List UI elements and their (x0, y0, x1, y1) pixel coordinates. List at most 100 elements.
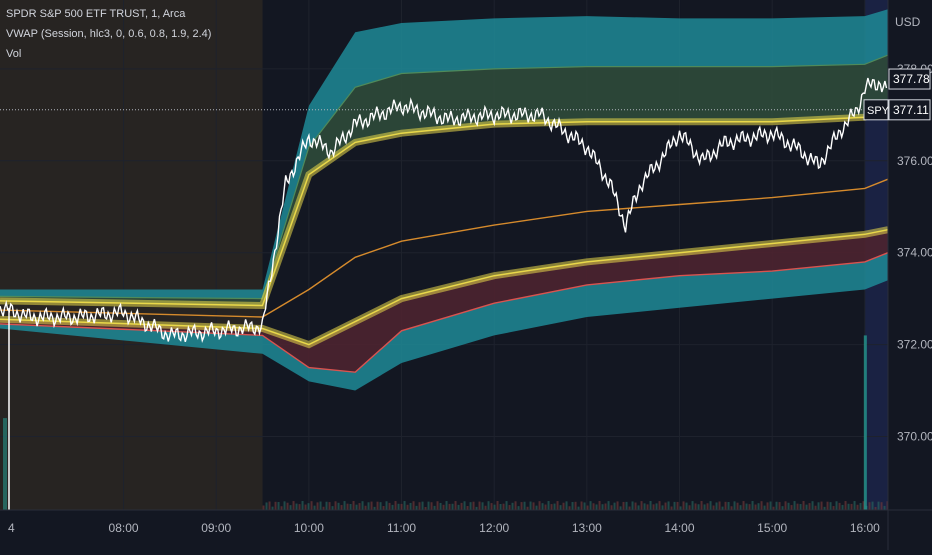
volume-bar (820, 501, 823, 510)
band-minus-1-9-line (0, 252, 889, 373)
volume-bar (445, 501, 448, 510)
volume-bar (268, 501, 271, 510)
lower-zone-fill (0, 229, 888, 373)
volume-bar (541, 503, 544, 510)
volume-bar (637, 505, 640, 510)
volume-bar (502, 503, 505, 510)
volume-bar (295, 503, 298, 510)
volume-bar (475, 506, 478, 510)
volume-bar (862, 501, 865, 510)
volume-bar (469, 502, 472, 510)
vwap-indicator-label[interactable]: VWAP (Session, hlc3, 0, 0.6, 0.8, 1.9, 2… (6, 28, 212, 40)
currency-label: USD (895, 15, 921, 29)
volume-bar (712, 505, 715, 510)
volume-bar (592, 503, 595, 510)
volume-bar (559, 505, 562, 510)
volume-bar (340, 505, 343, 510)
volume-bar (298, 504, 301, 510)
volume-bar (664, 502, 667, 510)
volume-bar (556, 501, 559, 510)
volume-bar (793, 501, 796, 510)
volume-bar (271, 506, 274, 510)
volume-bar (343, 501, 346, 510)
volume-bar (670, 506, 673, 510)
volume-bar (835, 501, 838, 510)
volume-bar (358, 503, 361, 510)
volume-bar (733, 501, 736, 510)
volume-bar (691, 501, 694, 510)
volume-bar (496, 501, 499, 510)
volume-bar (325, 501, 328, 510)
volume-bar (856, 504, 859, 510)
volume-bar (814, 505, 817, 510)
volume-bar (730, 506, 733, 510)
volume-bar (766, 502, 769, 510)
volume-bar (313, 505, 316, 510)
volume-bar (589, 501, 592, 510)
vwap-line (0, 178, 889, 318)
volume-bar (751, 501, 754, 510)
volume-bar (640, 501, 643, 510)
chart-title: SPDR S&P 500 ETF TRUST, 1, Arca (6, 8, 186, 20)
volume-bar (355, 504, 358, 510)
volume-bar (493, 504, 496, 510)
volume-bar (715, 502, 718, 510)
volume-bar (631, 501, 634, 510)
volume-bar (700, 501, 703, 510)
volume-bar (649, 501, 652, 510)
volume-bar (394, 501, 397, 510)
volume-bar (484, 505, 487, 510)
volume-bar (754, 504, 757, 510)
volume-bar (364, 505, 367, 510)
volume-bar (346, 503, 349, 510)
volume-bar (745, 503, 748, 510)
volume-bar (709, 501, 712, 510)
volume-bar (823, 506, 826, 510)
volume-bar (400, 503, 403, 510)
volume-bar (334, 501, 337, 510)
volume-bar (577, 506, 580, 510)
volume-bar (463, 501, 466, 510)
volume-bar (283, 501, 286, 510)
volume-bar (829, 502, 832, 510)
volume-indicator-label[interactable]: Vol (6, 48, 22, 60)
volume-bar (544, 504, 547, 510)
volume-bar (289, 505, 292, 510)
volume-bar (472, 501, 475, 510)
volume-bar (688, 505, 691, 510)
volume-bar (568, 506, 571, 510)
volume-bar (514, 501, 517, 510)
volume-bar (778, 502, 781, 510)
volume-bar (883, 505, 886, 510)
volume-bar (265, 502, 268, 510)
volume-bar (442, 504, 445, 510)
volume-bar (796, 503, 799, 510)
volume-bar (367, 502, 370, 510)
volume-bar (673, 501, 676, 510)
volume-bar (808, 503, 811, 510)
volume-bar (625, 501, 628, 510)
crosshair-price-value: 377.11 (893, 103, 929, 117)
volume-bar (799, 504, 802, 510)
volume-bar (436, 501, 439, 510)
volume-bar (388, 502, 391, 510)
volume-bar (871, 501, 874, 510)
volume-bar (655, 503, 658, 510)
volume-bar (586, 505, 589, 510)
volume-bar (262, 505, 265, 510)
time-tick-label: 08:00 (109, 521, 139, 535)
volume-bar (430, 502, 433, 510)
volume-bar (790, 505, 793, 510)
volume-bar (361, 501, 364, 510)
volume-bar (286, 502, 289, 510)
volume-edge-bar (3, 418, 7, 510)
volume-bar (421, 501, 424, 510)
volume-bar (694, 503, 697, 510)
volume-bar (580, 501, 583, 510)
volume-bar (538, 501, 541, 510)
volume-bar (874, 506, 877, 510)
volume-bar (499, 503, 502, 510)
time-tick-label: 11:00 (387, 521, 416, 535)
